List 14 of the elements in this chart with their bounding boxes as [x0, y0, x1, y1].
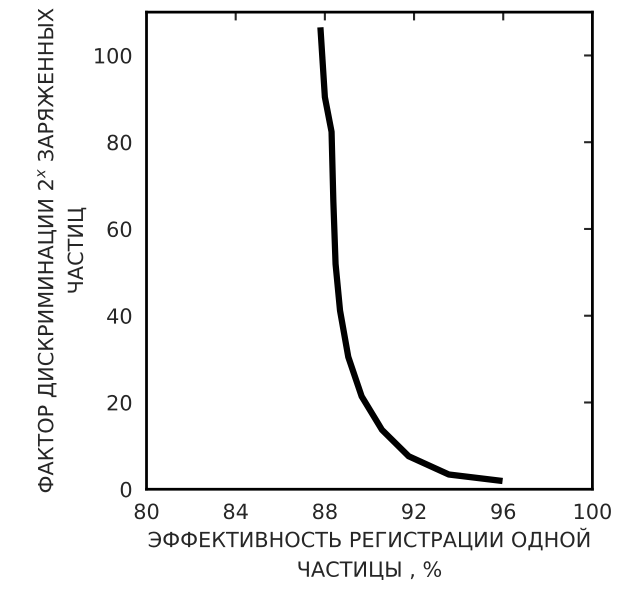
x-tick-label: 84	[224, 503, 248, 520]
x-axis-title: ЭФФЕКТИВНОСТЬ РЕГИСТРАЦИИ ОДНОЙ ЧАСТИЦЫ , %	[148, 528, 590, 580]
text: ФАКТОР ДИСКРИМИНАЦИИ 2$^{x}$ ЗАРЯЖЕННЫХ ЧАСТИЦ	[37, 8, 86, 492]
y-tick-label: 40	[107, 308, 132, 324]
y-tick-label: 60	[108, 221, 132, 238]
x-tick-label: 88	[313, 503, 337, 520]
y-tick-label: 80	[108, 134, 132, 150]
y-tick-label: 100	[95, 48, 132, 64]
y-tick-label: 20	[108, 394, 132, 411]
y-tick-label: 0	[120, 482, 132, 498]
x-tick-label: 92	[402, 503, 426, 520]
x-tick-label: 100	[574, 503, 611, 520]
x-tick-label: 80	[134, 503, 158, 520]
x-tick-label: 96	[491, 503, 516, 520]
